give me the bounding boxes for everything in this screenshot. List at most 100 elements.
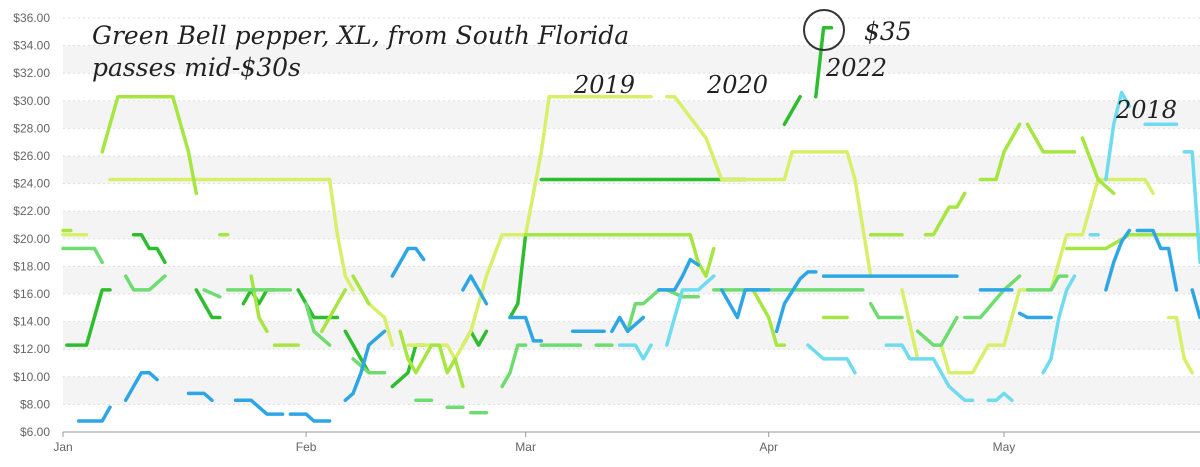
series-line-2023 <box>610 315 646 334</box>
series-line-2018 <box>986 391 1014 403</box>
series-line-2022 <box>131 232 167 265</box>
series-line-2020 <box>978 122 1022 182</box>
annotation-2020: 2020 <box>706 71 768 99</box>
series-2019 <box>61 94 1194 375</box>
series-line-2021 <box>351 357 387 375</box>
series-line-2023 <box>343 329 387 403</box>
y-tick-label: $16.00 <box>13 287 50 301</box>
series-line-2023 <box>461 274 489 306</box>
y-tick-label: $36.00 <box>13 11 50 25</box>
y-tick-label: $12.00 <box>13 342 50 356</box>
series-line-2018 <box>1104 90 1132 182</box>
series-line-2020 <box>1064 232 1200 251</box>
y-tick-label: $10.00 <box>13 370 50 384</box>
grid-band <box>63 45 1200 74</box>
y-tick-label: $14.00 <box>13 315 50 329</box>
x-tick-label: May <box>993 440 1016 454</box>
y-tick-label: $32.00 <box>13 66 50 80</box>
series-line-2020 <box>523 232 716 278</box>
series-line-2020 <box>751 288 787 347</box>
series-line-2023 <box>76 405 112 423</box>
series-layer <box>61 25 1200 423</box>
series-line-2023 <box>1135 228 1179 292</box>
annotation-title-line2: passes mid-$30s <box>92 53 301 82</box>
axis-layer: $6.00 $8.00 $10.00 $12.00 $14.00 $16.00 $18.00… <box>13 11 1200 454</box>
series-line-2021 <box>61 246 104 265</box>
series-2020 <box>61 94 1200 389</box>
series-line-2021 <box>123 274 167 292</box>
series-line-2021 <box>1025 274 1069 292</box>
y-tick-label: $24.00 <box>13 177 50 191</box>
x-tick-label: Jan <box>53 440 72 454</box>
series-line-2023 <box>1190 288 1200 320</box>
series-line-2022 <box>194 288 222 320</box>
series-line-2021 <box>868 301 904 320</box>
series-line-2019 <box>406 232 512 361</box>
series-line-2020 <box>100 94 199 196</box>
y-tick-label: $30.00 <box>13 94 50 108</box>
series-line-2023 <box>1104 228 1132 292</box>
series-line-2020 <box>351 274 371 306</box>
series-line-2020 <box>1080 136 1116 196</box>
y-tick-label: $26.00 <box>13 149 50 163</box>
series-line-2018 <box>884 343 975 403</box>
annotation-2018: 2018 <box>1115 96 1177 124</box>
series-line-2023 <box>233 398 285 416</box>
series-line-2018 <box>1041 274 1077 375</box>
series-line-2019 <box>939 288 1030 375</box>
series-line-2018 <box>806 343 857 375</box>
series-line-2021 <box>304 301 332 347</box>
series-line-2019 <box>665 94 873 278</box>
y-tick-label: $34.00 <box>13 39 50 53</box>
series-line-2019 <box>1166 315 1194 375</box>
annotation-peak: $35 <box>864 17 912 46</box>
series-line-2020 <box>1025 122 1077 154</box>
y-tick-label: $18.00 <box>13 259 50 273</box>
series-line-2023 <box>123 370 159 403</box>
series-line-2021 <box>963 274 1022 320</box>
y-tick-label: $20.00 <box>13 232 50 246</box>
series-2018 <box>617 90 1200 403</box>
annotation-title-line1: Green Bell pepper, XL, from South Florid… <box>92 21 629 50</box>
series-line-2023 <box>390 246 426 278</box>
series-2022 <box>65 25 834 389</box>
series-line-2019 <box>108 177 355 292</box>
series-line-2021 <box>915 315 959 347</box>
series-2023 <box>76 228 1200 423</box>
x-tick-label: Apr <box>759 440 778 454</box>
peak-marker-circle <box>803 9 845 51</box>
y-tick-label: $28.00 <box>13 121 50 135</box>
grid-band <box>63 376 1200 405</box>
series-line-2018 <box>617 343 653 361</box>
grid-band <box>63 100 1200 129</box>
y-tick-label: $22.00 <box>13 204 50 218</box>
x-tick-label: Feb <box>296 440 317 454</box>
series-line-2018 <box>1182 150 1200 265</box>
series-line-2023 <box>508 315 544 343</box>
series-line-2022 <box>814 25 834 99</box>
series-line-2019 <box>367 301 395 347</box>
series-line-2022 <box>782 94 802 127</box>
series-line-2022 <box>65 288 112 347</box>
series-line-2020 <box>398 329 465 389</box>
series-line-2019 <box>508 94 653 237</box>
annotation-2022: 2022 <box>825 54 887 82</box>
series-line-2020 <box>923 191 967 237</box>
series-line-2023 <box>186 391 214 403</box>
annotation-layer: Green Bell pepper, XL, from South Florid… <box>92 9 1177 124</box>
series-line-2023 <box>774 270 818 334</box>
series-line-2023 <box>1017 311 1053 320</box>
y-tick-label: $8.00 <box>20 397 50 411</box>
annotation-2019: 2019 <box>573 71 635 99</box>
x-tick-label: Mar <box>515 440 536 454</box>
series-line-2018 <box>665 274 716 347</box>
series-line-2020 <box>320 288 348 334</box>
series-line-2023 <box>657 257 700 292</box>
series-line-2023 <box>288 412 332 423</box>
series-line-2023 <box>719 288 771 320</box>
series-line-2021 <box>202 288 222 299</box>
series-line-2021 <box>500 343 528 389</box>
y-tick-label: $6.00 <box>20 425 50 439</box>
